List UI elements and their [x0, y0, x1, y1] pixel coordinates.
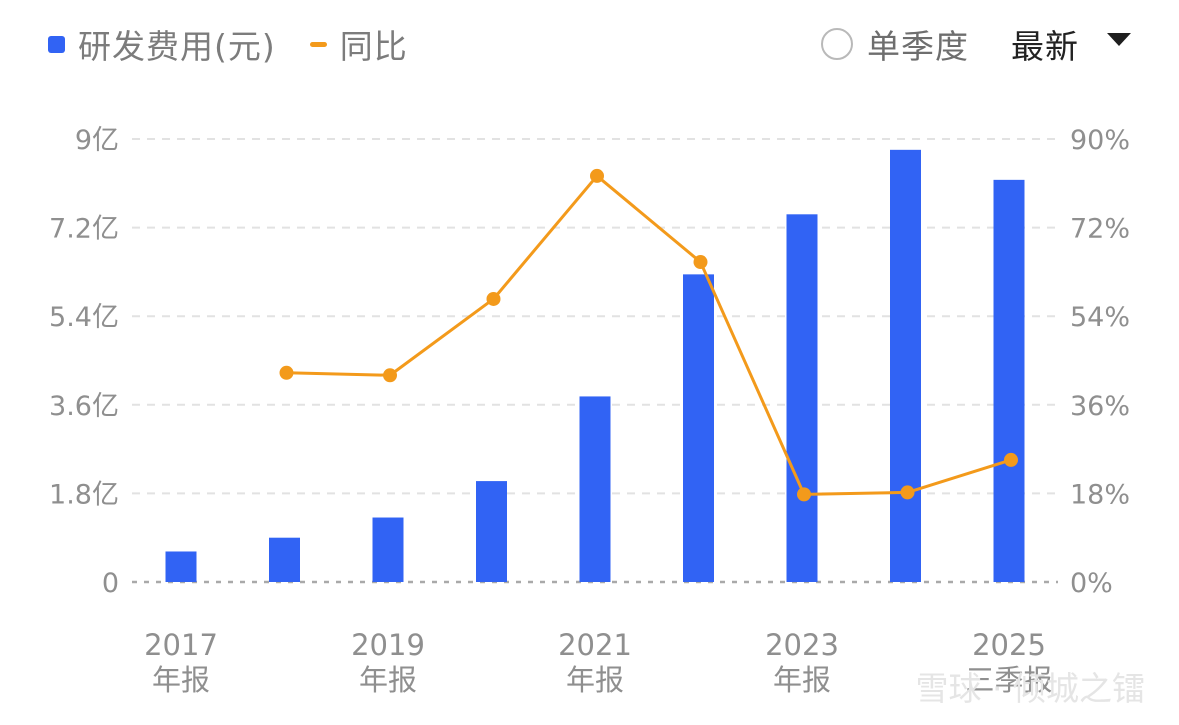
- bar: [579, 396, 611, 582]
- legend-item-yoy[interactable]: 同比: [309, 20, 408, 68]
- yoy-point: [900, 485, 915, 500]
- period-select-value: 最新: [1011, 27, 1079, 66]
- radio-circle-icon[interactable]: [821, 28, 853, 60]
- bar: [683, 274, 714, 582]
- y-left-tick-label: 0: [102, 568, 119, 599]
- x-tick-label-period: 年报: [566, 663, 624, 697]
- yoy-line: [286, 174, 1012, 496]
- bar: [476, 481, 507, 582]
- watermark-text: 雪球 · 倾城之镭: [916, 669, 1145, 708]
- y-right-tick-label: 0%: [1070, 568, 1113, 599]
- y-left-tick-label: 7.2亿: [49, 214, 119, 245]
- bar-series: [165, 149, 1025, 583]
- x-tick-label-period: 三季报: [965, 663, 1052, 697]
- x-tick-label-year: 2017: [144, 628, 218, 662]
- bar: [786, 214, 818, 582]
- yoy-point: [1004, 452, 1018, 467]
- x-tick-label-year: 2021: [558, 628, 632, 662]
- legend-item-rd-expense[interactable]: 研发费用(元): [48, 20, 276, 68]
- y-right-tick-label: 72%: [1070, 214, 1130, 245]
- y-right-tick-label: 18%: [1070, 479, 1130, 510]
- bar: [269, 537, 300, 582]
- yoy-point: [279, 365, 294, 380]
- bar: [165, 551, 197, 582]
- y-left-tick-label: 5.4亿: [49, 302, 119, 333]
- y-right-tick-label: 90%: [1070, 125, 1130, 156]
- y-left-tick-label: 1.8亿: [49, 479, 119, 510]
- x-tick-label-year: 2019: [351, 628, 425, 662]
- period-select[interactable]: 最新: [1011, 20, 1131, 68]
- y-right-tick-label: 54%: [1070, 302, 1130, 333]
- y-right-tick-label: 36%: [1070, 391, 1130, 422]
- legend-line-swatch: [309, 41, 327, 47]
- legend-label-rd-expense: 研发费用(元): [78, 27, 276, 66]
- yoy-point: [486, 291, 501, 306]
- single-quarter-toggle[interactable]: 单季度: [821, 20, 969, 68]
- bar: [993, 179, 1025, 583]
- chart-legend: 研发费用(元) 同比: [48, 22, 442, 66]
- x-tick-label-period: 年报: [359, 663, 417, 697]
- single-quarter-label: 单季度: [867, 27, 969, 66]
- x-tick-label-period: 年报: [773, 663, 831, 697]
- yoy-line-series: [279, 168, 1018, 502]
- yoy-point: [590, 168, 604, 183]
- legend-bar-swatch: [48, 35, 65, 53]
- yoy-point: [693, 255, 708, 270]
- axes: 0 1.8亿 3.6亿 5.4亿 7.2亿 9亿 0% 18% 36% 54% 72% 90% 2017…: [49, 125, 1130, 697]
- yoy-point: [797, 487, 811, 502]
- yoy-point: [383, 368, 397, 383]
- legend-label-yoy: 同比: [339, 27, 408, 66]
- bar: [890, 149, 921, 582]
- x-tick-label-period: 年报: [152, 663, 210, 697]
- y-left-tick-label: 3.6亿: [49, 391, 119, 422]
- chart-controls: 单季度 最新: [821, 22, 1131, 66]
- caret-down-icon[interactable]: [1107, 32, 1131, 46]
- x-tick-label-year: 2023: [765, 628, 839, 662]
- bar: [372, 517, 404, 582]
- x-tick-label-year: 2025: [972, 628, 1046, 662]
- y-left-tick-label: 9亿: [75, 125, 119, 156]
